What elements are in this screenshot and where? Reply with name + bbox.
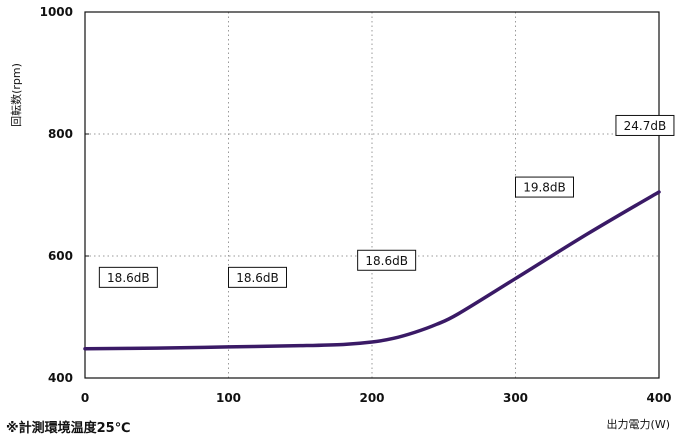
- y-tick-label: 1000: [40, 5, 73, 19]
- y-tick-label: 400: [48, 371, 73, 385]
- x-tick-label: 400: [646, 391, 671, 405]
- annotation-label: 24.7dB: [624, 119, 667, 133]
- annotation-box: [615, 114, 675, 136]
- annotation-box: [515, 176, 574, 198]
- x-tick-label: 100: [216, 391, 241, 405]
- noise-level-annotation: 24.7dB: [615, 114, 675, 136]
- plot-frame: [84, 11, 660, 379]
- annotation-box: [98, 266, 158, 288]
- noise-level-annotation: 18.6dB: [98, 266, 158, 288]
- annotation-label: 18.6dB: [236, 271, 279, 285]
- measurement-note: ※計測環境温度25℃: [6, 420, 130, 436]
- grid-lines: [85, 12, 659, 378]
- series-line: [83, 190, 661, 351]
- x-tick-label: 300: [503, 391, 528, 405]
- x-tick-label: 0: [81, 391, 89, 405]
- x-tick-label: 200: [359, 391, 384, 405]
- x-ticks: 0 100 200 300 400: [81, 391, 672, 405]
- annotation-label: 19.8dB: [523, 181, 566, 195]
- x-axis-title: 出力電力(W): [607, 417, 670, 431]
- y-tick-label: 800: [48, 127, 73, 141]
- y-ticks: 400 600 800 1000: [40, 5, 89, 385]
- noise-level-annotation: 18.6dB: [228, 266, 287, 288]
- noise-level-annotation: 19.8dB: [515, 176, 574, 198]
- noise-level-annotation: 18.6dB: [357, 249, 417, 271]
- y-axis-title: 回転数(rpm): [10, 63, 23, 127]
- annotations: 18.6dB 18.6dB 18.6dB 19.8dB 24.7dB: [98, 114, 675, 288]
- annotation-box: [228, 266, 287, 288]
- annotation-box: [357, 249, 417, 271]
- annotation-label: 18.6dB: [107, 271, 150, 285]
- annotation-label: 18.6dB: [365, 254, 408, 268]
- y-tick-label: 600: [48, 249, 73, 263]
